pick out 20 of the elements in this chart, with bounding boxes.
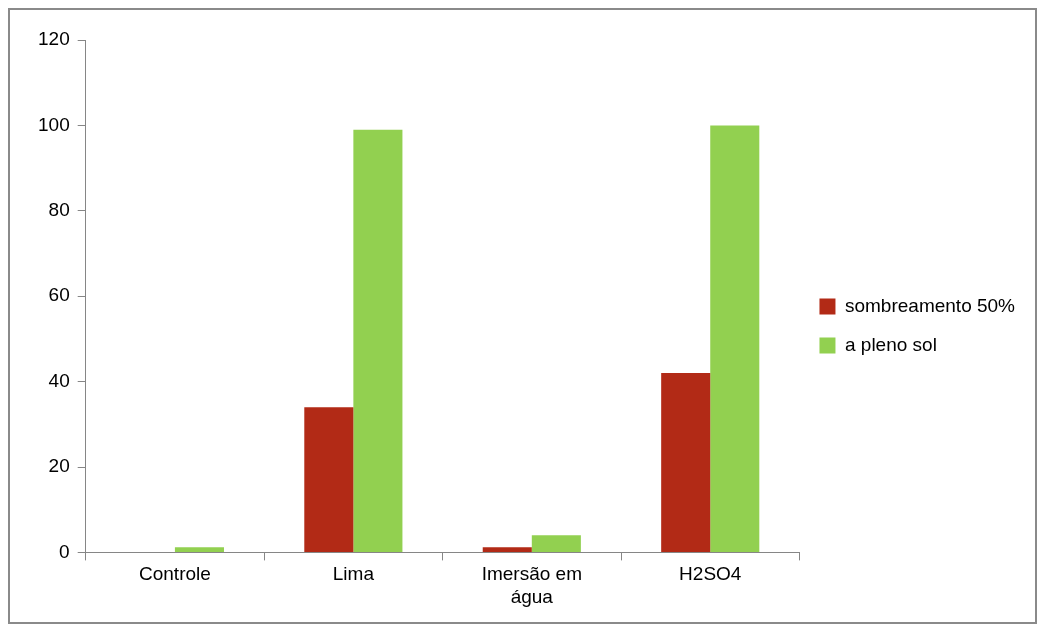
y-tick-label: 0: [59, 540, 70, 562]
y-tick-label: 120: [38, 28, 70, 50]
legend-label: sombreamento 50%: [844, 294, 1016, 316]
bar: [661, 373, 711, 552]
bar: [353, 129, 403, 552]
bar: [304, 407, 354, 552]
y-tick-label: 80: [48, 199, 70, 221]
bar: [174, 547, 224, 552]
x-tick-label: H2SO4: [679, 563, 742, 585]
y-tick-label: 60: [48, 284, 70, 306]
y-tick-label: 100: [38, 113, 70, 135]
x-tick-label: Imersão em água: [481, 563, 582, 607]
y-tick-label: 40: [48, 369, 70, 391]
bar: [710, 125, 760, 552]
bar: [482, 547, 532, 552]
y-tick-label: 20: [48, 455, 70, 477]
x-tick-label: Controle: [139, 563, 211, 585]
x-tick-label: Lima: [332, 563, 375, 585]
bar: [531, 535, 581, 552]
legend-label: a pleno sol: [844, 333, 937, 355]
